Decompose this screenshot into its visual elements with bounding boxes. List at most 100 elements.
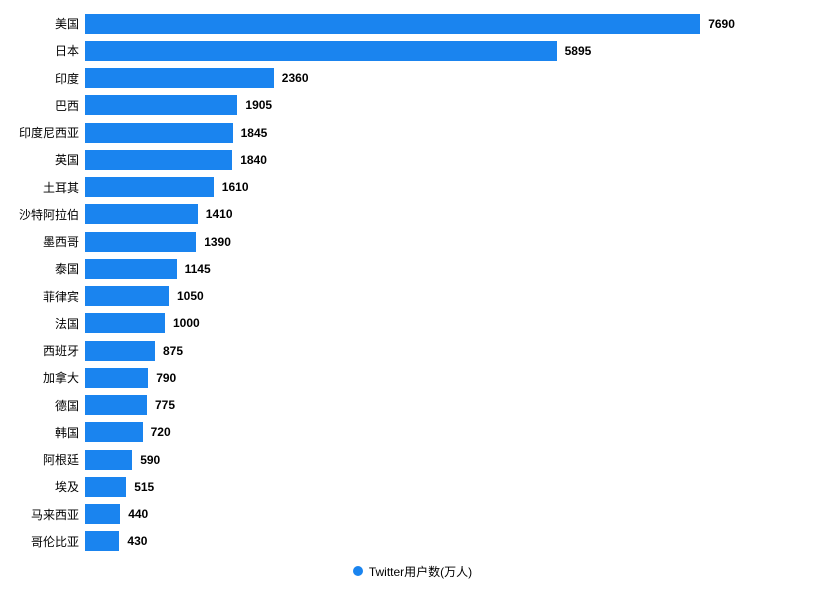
bar-fill [85, 341, 155, 361]
bar-track: 7690 [85, 10, 815, 37]
bar-row: 土耳其 1610 [10, 174, 815, 201]
bar-category-label: 西班牙 [10, 342, 85, 359]
bar-track: 515 [85, 473, 815, 500]
bar-category-label: 印度 [10, 70, 85, 87]
bar-category-label: 英国 [10, 151, 85, 168]
bar-fill [85, 259, 177, 279]
bar-track: 1000 [85, 310, 815, 337]
bar-fill [85, 531, 119, 551]
bar-value-label: 1390 [204, 235, 231, 249]
bar-fill [85, 14, 700, 34]
bar-value-label: 430 [127, 534, 147, 548]
bar-row: 美国 7690 [10, 10, 815, 37]
bar-fill [85, 395, 147, 415]
bar-value-label: 1145 [185, 262, 211, 276]
bar-row: 墨西哥 1390 [10, 228, 815, 255]
bar-row: 埃及 515 [10, 473, 815, 500]
bar-category-label: 哥伦比亚 [10, 533, 85, 550]
bar-value-label: 1840 [240, 153, 267, 167]
bar-category-label: 韩国 [10, 424, 85, 441]
bar-fill [85, 123, 233, 143]
bar-fill [85, 150, 232, 170]
bar-track: 1610 [85, 174, 815, 201]
bar-row: 沙特阿拉伯1410 [10, 201, 815, 228]
bar-row: 西班牙 875 [10, 337, 815, 364]
bar-track: 1390 [85, 228, 815, 255]
bar-row: 日本 5895 [10, 37, 815, 64]
bar-value-label: 7690 [708, 17, 735, 31]
bar-value-label: 5895 [565, 44, 592, 58]
bar-track: 440 [85, 501, 815, 528]
bar-row: 韩国 720 [10, 419, 815, 446]
legend: Twitter用户数(万人) [10, 561, 815, 581]
bar-category-label: 日本 [10, 42, 85, 59]
bar-category-label: 埃及 [10, 478, 85, 495]
legend-dot-icon [353, 566, 363, 576]
bar-value-label: 1410 [206, 207, 233, 221]
bar-track: 1840 [85, 146, 815, 173]
bar-category-label: 土耳其 [10, 179, 85, 196]
bar-fill [85, 504, 120, 524]
bar-category-label: 泰国 [10, 260, 85, 277]
bar-fill [85, 286, 169, 306]
bar-fill [85, 177, 214, 197]
bar-value-label: 875 [163, 344, 183, 358]
bar-value-label: 790 [156, 371, 176, 385]
bar-track: 790 [85, 364, 815, 391]
bar-category-label: 法国 [10, 315, 85, 332]
chart-container: 美国7690日本5895印度2360巴西1905印度尼西亚1845英国1840土… [0, 0, 835, 593]
bar-track: 1410 [85, 201, 815, 228]
bar-track: 1145 [85, 255, 815, 282]
legend-label: Twitter用户数(万人) [369, 563, 472, 580]
bar-track: 875 [85, 337, 815, 364]
bar-row: 马来西亚 440 [10, 501, 815, 528]
bar-value-label: 775 [155, 398, 175, 412]
bar-row: 印度2360 [10, 65, 815, 92]
bar-track: 590 [85, 446, 815, 473]
bar-fill [85, 477, 126, 497]
bar-track: 1050 [85, 283, 815, 310]
bar-row: 巴西 1905 [10, 92, 815, 119]
bar-row: 印度尼西亚 1845 [10, 119, 815, 146]
bar-value-label: 1050 [177, 289, 204, 303]
bar-value-label: 1845 [241, 126, 268, 140]
bar-track: 720 [85, 419, 815, 446]
bar-track: 775 [85, 392, 815, 419]
bar-category-label: 德国 [10, 397, 85, 414]
bar-track: 2360 [85, 65, 815, 92]
bar-category-label: 印度尼西亚 [10, 124, 85, 141]
bar-value-label: 590 [140, 453, 160, 467]
bar-track: 1845 [85, 119, 815, 146]
bar-row: 加拿大 790 [10, 364, 815, 391]
bar-category-label: 墨西哥 [10, 233, 85, 250]
bar-value-label: 515 [134, 480, 154, 494]
bar-fill [85, 422, 143, 442]
bar-category-label: 加拿大 [10, 369, 85, 386]
bar-row: 德国 775 [10, 392, 815, 419]
bar-value-label: 1000 [173, 316, 200, 330]
bar-value-label: 1610 [222, 180, 249, 194]
bar-value-label: 720 [151, 425, 171, 439]
bar-fill [85, 313, 165, 333]
bar-category-label: 马来西亚 [10, 506, 85, 523]
bar-row: 法国 1000 [10, 310, 815, 337]
bar-fill [85, 232, 196, 252]
bar-category-label: 美国 [10, 15, 85, 32]
bar-track: 5895 [85, 37, 815, 64]
bars-area: 美国7690日本5895印度2360巴西1905印度尼西亚1845英国1840土… [10, 10, 815, 555]
bar-category-label: 巴西 [10, 97, 85, 114]
bar-fill [85, 68, 274, 88]
bar-row: 英国 1840 [10, 146, 815, 173]
bar-fill [85, 450, 132, 470]
bar-fill [85, 95, 237, 115]
bar-value-label: 1905 [245, 98, 272, 112]
bar-category-label: 阿根廷 [10, 451, 85, 468]
bar-fill [85, 204, 198, 224]
bar-track: 1905 [85, 92, 815, 119]
bar-fill [85, 368, 148, 388]
bar-value-label: 440 [128, 507, 148, 521]
bar-row: 泰国 1145 [10, 255, 815, 282]
bar-category-label: 菲律宾 [10, 288, 85, 305]
bar-row: 阿根廷 590 [10, 446, 815, 473]
bar-track: 430 [85, 528, 815, 555]
